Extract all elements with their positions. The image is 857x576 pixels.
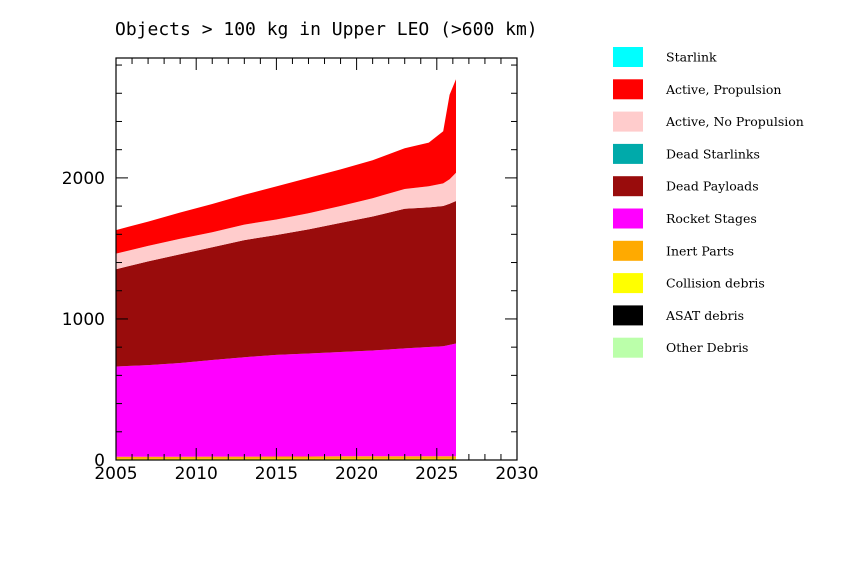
axis-ticks xyxy=(115,58,518,461)
x-tick-label: 2020 xyxy=(335,464,378,484)
legend-item-other-debris: Other Debris xyxy=(613,337,748,358)
legend-item-dead-payloads: Dead Payloads xyxy=(613,176,759,197)
legend-label: Starlink xyxy=(666,50,717,65)
area-rocket-stages xyxy=(116,343,456,457)
legend-swatch xyxy=(613,305,643,326)
area-active-no-propulsion xyxy=(116,172,456,270)
area-active-propulsion xyxy=(116,79,456,254)
legend-label: Active, No Propulsion xyxy=(665,114,804,129)
plot-area xyxy=(116,79,456,460)
area-inert-parts xyxy=(116,456,456,459)
legend-swatch xyxy=(613,47,643,67)
legend: Starlink Active, Propulsion Active, No Pro… xyxy=(613,47,804,358)
legend-label: Inert Parts xyxy=(666,243,734,258)
legend-label: Rocket Stages xyxy=(666,211,757,226)
y-tick-label: 0 xyxy=(94,451,105,471)
legend-label: ASAT debris xyxy=(665,308,744,323)
legend-swatch xyxy=(613,240,643,261)
legend-item-inert-parts: Inert Parts xyxy=(613,240,734,261)
legend-item-asat-debris: ASAT debris xyxy=(613,305,744,326)
x-tick-label: 2015 xyxy=(255,464,298,484)
legend-item-starlink: Starlink xyxy=(613,47,717,67)
legend-swatch xyxy=(613,176,643,197)
legend-item-rocket-stages: Rocket Stages xyxy=(613,208,757,229)
x-tick-label: 2025 xyxy=(415,464,458,484)
x-axis-labels: 2005 2010 2015 2020 2025 2030 xyxy=(94,464,538,484)
x-tick-label: 2030 xyxy=(495,464,538,484)
area-dead-payloads xyxy=(116,201,456,367)
y-tick-label: 1000 xyxy=(62,310,105,330)
chart-title: Objects > 100 kg in Upper LEO (>600 km) xyxy=(115,19,538,40)
x-tick-label: 2005 xyxy=(94,464,137,484)
legend-swatch xyxy=(613,111,643,132)
x-tick-label: 2010 xyxy=(175,464,218,484)
legend-swatch xyxy=(613,208,643,229)
legend-swatch xyxy=(613,337,643,358)
legend-label: Collision debris xyxy=(666,276,765,291)
legend-label: Dead Starlinks xyxy=(666,146,760,161)
legend-swatch xyxy=(613,143,643,164)
legend-label: Active, Propulsion xyxy=(665,82,781,97)
legend-item-active-no-propulsion: Active, No Propulsion xyxy=(613,111,804,132)
legend-swatch xyxy=(613,273,643,294)
y-axis-labels: 0 1000 2000 xyxy=(62,169,105,471)
legend-swatch xyxy=(613,79,643,100)
legend-item-collision-debris: Collision debris xyxy=(613,273,765,294)
plot-frame xyxy=(115,57,518,461)
y-tick-label: 2000 xyxy=(62,169,105,189)
legend-label: Dead Payloads xyxy=(666,179,759,194)
legend-item-dead-starlinks: Dead Starlinks xyxy=(613,143,760,164)
legend-item-active-propulsion: Active, Propulsion xyxy=(613,79,781,100)
legend-label: Other Debris xyxy=(666,340,748,355)
